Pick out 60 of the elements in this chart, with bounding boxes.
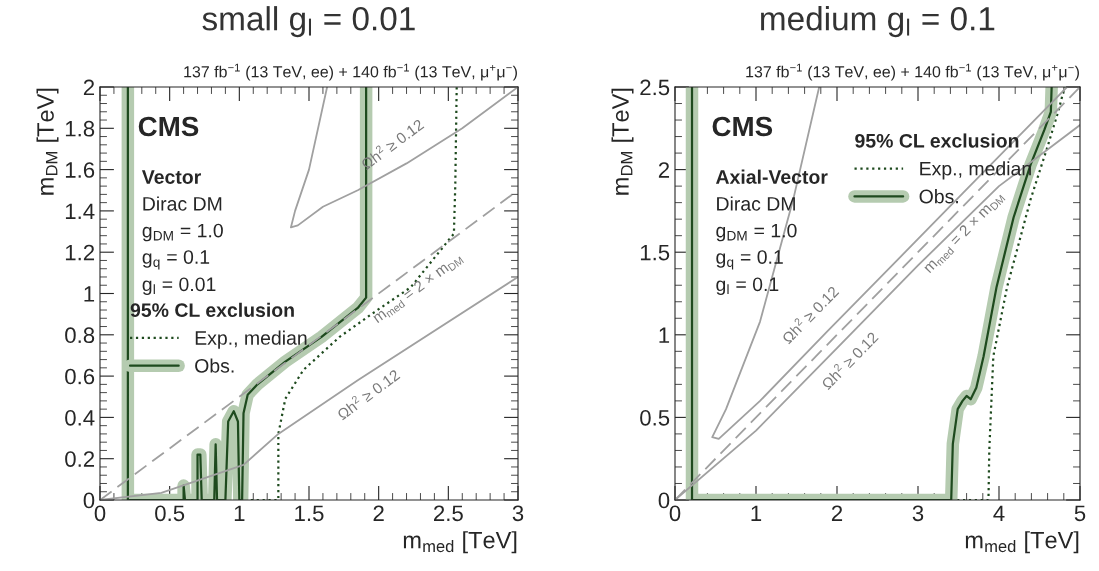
x-tick-label: 3 <box>912 505 924 522</box>
x-axis-title: m$_{med}$ [TeV] <box>965 531 1079 554</box>
annotation: Dirac DM <box>717 196 795 211</box>
x-tick-label: 0.5 <box>155 505 185 522</box>
annotation: Ωh$^{2}$ ≥ 0.12 <box>359 116 425 171</box>
annotation: CMS <box>138 116 199 137</box>
y-tick-label: 0 <box>658 492 670 509</box>
y-tick-label: 0.2 <box>65 451 95 467</box>
y-tick-label: 1 <box>84 286 95 302</box>
x-tick-label: 1 <box>751 505 762 521</box>
y-tick-label: 1.8 <box>65 120 95 137</box>
y-tick-label: 1.2 <box>65 244 95 261</box>
x-tick-label: 5 <box>1074 505 1086 522</box>
y-tick-label: 0.6 <box>65 368 95 385</box>
legend-label: Obs. <box>195 358 234 373</box>
chart-title: small g$_{l}$ = 0.01 <box>202 6 415 38</box>
text: 137 fb$^{−1}$ (13 TeV, ee) + 140 fb$^{−1}$ (13 TeV, μ$^{+}$μ$^{−}$) <box>746 63 1079 81</box>
legend-label: Exp., median <box>195 330 307 349</box>
text: 137 fb$^{−1}$ (13 TeV, ee) + 140 fb$^{−1}$ (13 TeV, μ$^{+}$μ$^{−}$) <box>184 63 517 81</box>
y-tick-label: 1.5 <box>640 244 670 261</box>
x-tick-label: 1 <box>234 505 245 521</box>
annotation: g$_{l}$ = 0.1 <box>716 277 779 296</box>
legend-title: 95% CL exclusion <box>855 133 1019 148</box>
y-tick-label: 2 <box>83 79 95 96</box>
y-axis-title: m$_{DM}$ [TeV] <box>611 88 634 195</box>
annotation: Axial-Vector <box>715 169 828 184</box>
annotation: Ωh$^{2}$ ≥ 0.12 <box>335 367 401 421</box>
annotation: g$_{l}$ = 0.01 <box>142 277 216 296</box>
legend-label: Obs. <box>919 189 958 204</box>
x-tick-label: 4 <box>993 505 1005 521</box>
annotation: g$_{DM}$ = 1.0 <box>716 223 797 242</box>
x-tick-label: 0 <box>669 505 681 522</box>
annotation: m$_{med}$ = 2 × m$_{DM}$ <box>371 251 464 326</box>
y-tick-label: 0 <box>83 492 95 509</box>
annotation: CMS <box>712 116 773 137</box>
x-axis-title: m$_{med}$ [TeV] <box>403 531 517 554</box>
x-tick-label: 2 <box>373 505 384 521</box>
y-tick-label: 0.4 <box>65 409 95 426</box>
chart-title: medium g$_{l}$ = 0.1 <box>761 6 995 38</box>
annotation: g$_{DM}$ = 1.0 <box>142 223 223 242</box>
x-tick-label: 2 <box>831 505 843 521</box>
legend-title: 95% CL exclusion <box>130 302 294 318</box>
y-tick-label: 1 <box>659 327 670 343</box>
annotation: Dirac DM <box>143 196 222 211</box>
line-series <box>289 87 518 229</box>
x-tick-label: 2.5 <box>434 505 463 522</box>
y-tick-label: 0.5 <box>640 409 670 426</box>
line-series <box>711 87 1068 440</box>
y-tick-label: 2.5 <box>640 79 670 96</box>
annotation: g$_{q}$ = 0.1 <box>716 250 783 270</box>
x-tick-label: 0 <box>94 505 106 522</box>
annotation: g$_{q}$ = 0.1 <box>142 250 210 270</box>
x-tick-label: 3 <box>512 505 524 522</box>
y-axis-title: m$_{DM}$ [TeV] <box>36 88 59 195</box>
y-tick-label: 1.6 <box>65 162 95 178</box>
y-tick-label: 1.4 <box>65 203 95 219</box>
y-tick-label: 0.8 <box>65 327 95 344</box>
y-tick-label: 2 <box>658 162 670 178</box>
x-tick-label: 1.5 <box>295 505 324 522</box>
annotation: Vector <box>141 170 201 184</box>
